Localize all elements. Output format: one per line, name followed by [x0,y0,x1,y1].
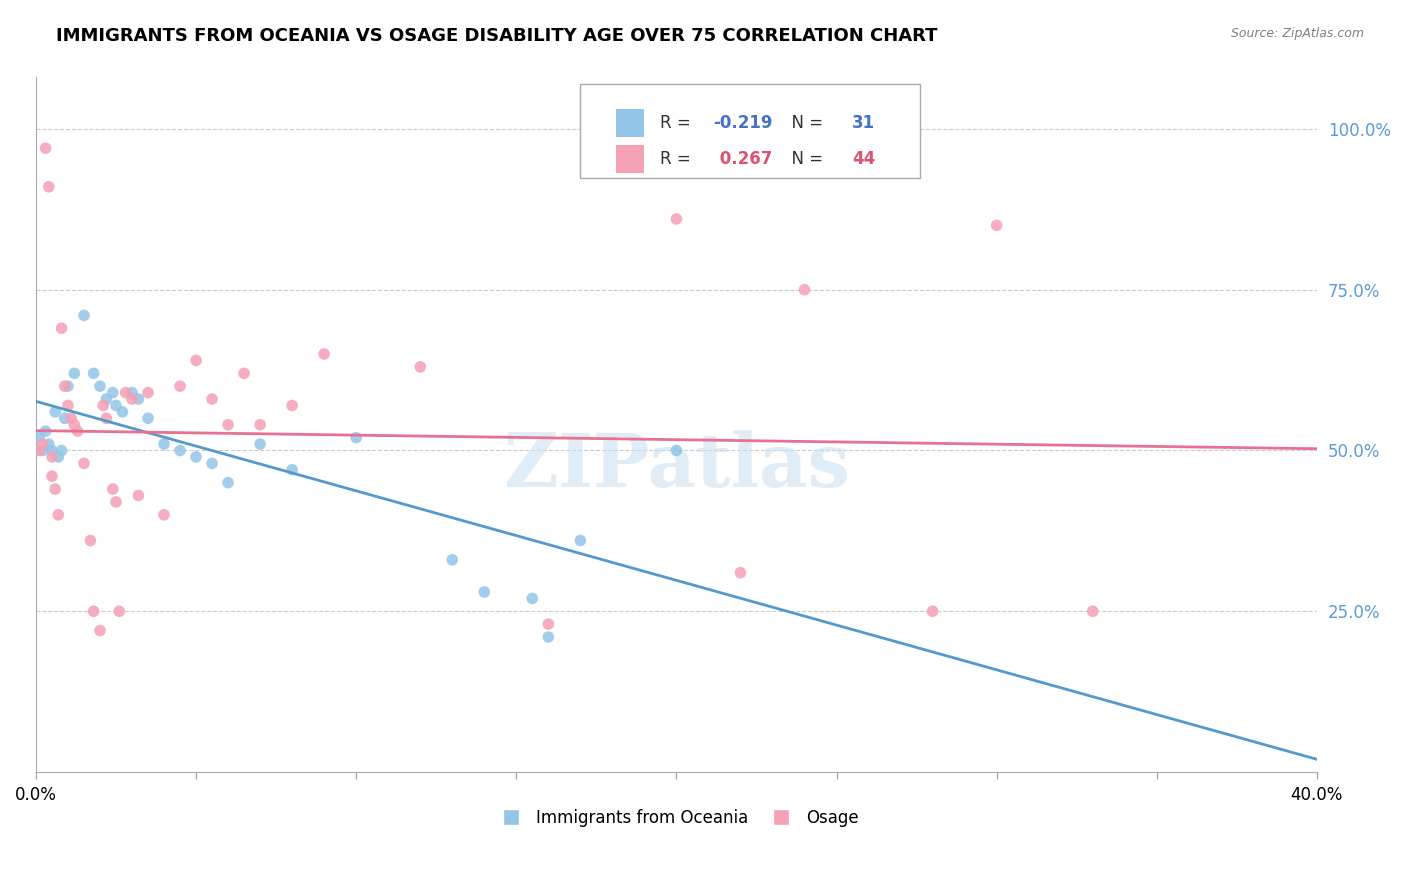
Point [665,211,688,226]
Text: N =: N = [782,150,828,169]
Point [730,566,752,580]
Point [921,604,943,618]
Point [48,508,70,522]
Point [127,488,149,502]
Point [314,347,336,361]
Point [986,219,1008,233]
Point [169,443,191,458]
Point [121,392,143,406]
Text: N =: N = [782,114,828,132]
Point [136,411,159,425]
Point [127,392,149,406]
Text: R =: R = [659,150,696,169]
Point [184,353,207,368]
Text: 31: 31 [852,114,875,132]
Point [569,533,592,548]
Point [44,405,66,419]
Point [537,630,560,644]
Point [201,392,224,406]
Point [441,553,464,567]
Point [153,437,176,451]
Point [91,399,114,413]
Point [105,399,128,413]
Text: 0.267: 0.267 [714,150,772,169]
Point [201,456,224,470]
Point [96,411,118,425]
Point [60,411,83,425]
Point [281,463,304,477]
Point [89,624,111,638]
Point [537,617,560,632]
Text: -0.219: -0.219 [714,114,773,132]
Point [48,450,70,464]
Bar [616,145,644,173]
Point [96,392,118,406]
Point [63,366,86,380]
Point [41,469,63,483]
Point [114,385,136,400]
Legend: Immigrants from Oceania, Osage: Immigrants from Oceania, Osage [488,802,866,833]
Point [184,450,207,464]
Point [249,417,271,432]
Point [41,450,63,464]
Point [41,443,63,458]
Text: Source: ZipAtlas.com: Source: ZipAtlas.com [1230,27,1364,40]
Point [66,424,89,438]
Point [83,604,105,618]
Point [38,437,60,451]
Point [101,482,124,496]
Point [249,437,271,451]
Point [28,443,51,458]
Point [665,443,688,458]
Text: 44: 44 [852,150,875,169]
Point [153,508,176,522]
Point [38,179,60,194]
Point [51,321,73,335]
Point [281,399,304,413]
FancyBboxPatch shape [581,85,920,178]
Text: R =: R = [659,114,696,132]
Point [522,591,544,606]
Point [53,379,76,393]
Point [111,405,134,419]
Point [108,604,131,618]
Point [101,385,124,400]
Point [136,385,159,400]
Point [73,456,96,470]
Point [34,424,56,438]
Point [233,366,256,380]
Point [31,443,53,458]
Point [34,141,56,155]
Point [344,431,367,445]
Point [1081,604,1104,618]
Text: ZIPatlas: ZIPatlas [503,430,849,503]
Point [472,585,495,599]
Point [44,482,66,496]
Point [31,437,53,451]
Point [28,431,51,445]
Bar [616,110,644,137]
Point [53,411,76,425]
Point [73,309,96,323]
Point [83,366,105,380]
Point [51,443,73,458]
Text: IMMIGRANTS FROM OCEANIA VS OSAGE DISABILITY AGE OVER 75 CORRELATION CHART: IMMIGRANTS FROM OCEANIA VS OSAGE DISABIL… [56,27,938,45]
Point [56,399,79,413]
Point [217,417,239,432]
Point [217,475,239,490]
Point [105,495,128,509]
Point [409,359,432,374]
Point [169,379,191,393]
Point [63,417,86,432]
Point [79,533,101,548]
Point [121,385,143,400]
Point [793,283,815,297]
Point [89,379,111,393]
Point [56,379,79,393]
